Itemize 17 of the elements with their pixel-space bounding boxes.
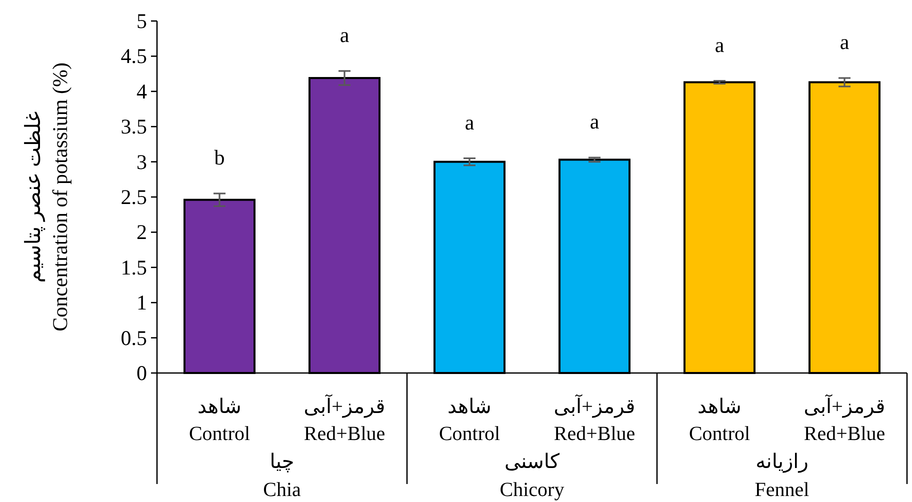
data-label: a	[340, 22, 350, 47]
y-tick-label: 4.5	[120, 44, 147, 68]
y-tick-label: 3	[136, 150, 147, 174]
y-tick-label: 2	[136, 220, 147, 244]
y-tick-label: 1	[136, 290, 147, 315]
data-label: a	[590, 110, 600, 134]
data-label: a	[714, 32, 725, 57]
y-tick-label: 5	[136, 9, 147, 33]
y-tick-label: 3.5	[120, 114, 147, 139]
y-tick-label: 0.5	[120, 326, 147, 350]
y-tick-label: 4	[136, 79, 148, 104]
data-label: b	[214, 145, 225, 170]
y-tick-label: 2.5	[120, 185, 147, 209]
y-tick-label: 1.5	[120, 255, 147, 280]
y-tick-label: 0	[136, 361, 147, 385]
data-label: a	[464, 110, 475, 134]
data-label: a	[840, 30, 850, 54]
